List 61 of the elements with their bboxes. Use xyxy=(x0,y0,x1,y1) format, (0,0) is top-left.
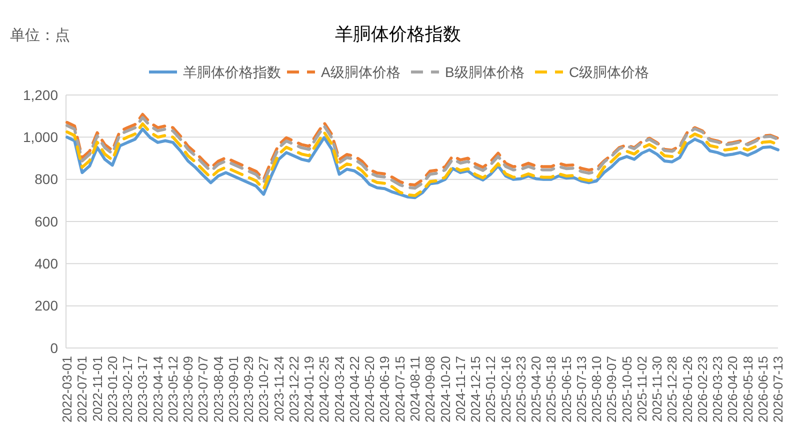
x-tick-label: 2023-01-20 xyxy=(104,356,120,422)
y-tick-label: 800 xyxy=(34,171,58,188)
x-tick-label: 2022-07-01 xyxy=(74,356,90,422)
x-tick-label: 2025-07-13 xyxy=(574,356,589,422)
x-tick-label: 2023-02-17 xyxy=(120,356,136,422)
x-tick-label: 2024-09-08 xyxy=(422,356,438,422)
x-tick-label: 2023-10-27 xyxy=(256,356,272,422)
x-tick-label: 2024-06-19 xyxy=(377,356,392,422)
y-tick-label: 1,000 xyxy=(22,129,58,146)
x-tick-label: 2023-09-29 xyxy=(241,356,256,422)
x-tick-label: 2025-09-07 xyxy=(604,356,620,422)
x-tick-label: 2026-05-18 xyxy=(740,356,756,422)
x-tick-label: 2025-12-28 xyxy=(664,356,680,422)
x-tick-label: 2024-12-15 xyxy=(468,356,483,422)
x-tick-label: 2022-11-01 xyxy=(90,356,105,422)
x-tick-label: 2023-12-22 xyxy=(286,356,302,422)
legend-label: A级胴体价格 xyxy=(321,64,400,80)
x-tick-label: 2024-10-20 xyxy=(438,356,453,422)
x-tick-label: 2023-08-04 xyxy=(210,356,226,422)
x-tick-label: 2025-03-23 xyxy=(513,356,528,422)
x-tick-label: 2026-06-15 xyxy=(755,356,770,422)
x-tick-label: 2024-01-19 xyxy=(302,356,317,422)
x-tick-label: 2023-09-01 xyxy=(226,356,241,422)
x-tick-label: 2025-05-18 xyxy=(544,356,559,422)
x-tick-label: 2024-08-11 xyxy=(407,356,422,422)
x-tick-label: 2024-05-20 xyxy=(362,356,378,422)
x-tick-label: 2025-06-15 xyxy=(558,356,574,422)
x-tick-label: 2026-07-13 xyxy=(770,356,786,422)
x-tick-label: 2026-03-23 xyxy=(710,356,726,422)
x-tick-label: 2025-01-12 xyxy=(483,356,498,422)
x-tick-label: 2023-07-07 xyxy=(196,356,211,422)
x-tick-label: 2025-04-20 xyxy=(528,356,544,422)
x-tick-label: 2025-11-30 xyxy=(650,356,665,422)
y-tick-label: 400 xyxy=(34,256,58,272)
x-tick-label: 2026-04-20 xyxy=(725,356,740,422)
x-tick-label: 2024-11-17 xyxy=(452,356,468,422)
x-tick-label: 2025-08-10 xyxy=(589,356,604,422)
y-tick-label: 200 xyxy=(34,298,58,314)
x-tick-label: 2026-01-26 xyxy=(680,356,695,422)
x-tick-label: 2024-07-15 xyxy=(392,356,408,422)
y-tick-label: 0 xyxy=(50,340,58,356)
x-tick-label: 2023-03-17 xyxy=(135,356,150,422)
chart-title: 羊胴体价格指数 xyxy=(335,24,461,44)
text: 单位：点 xyxy=(10,27,70,44)
x-tick-label: 2024-02-25 xyxy=(316,356,332,422)
y-tick-label: 1,200 xyxy=(22,86,58,103)
x-tick-label: 2023-11-24 xyxy=(271,356,286,422)
x-tick-label: 2022-03-01 xyxy=(60,356,75,422)
legend-label: C级胴体价格 xyxy=(569,64,650,80)
x-tick-label: 2024-03-24 xyxy=(332,356,347,422)
x-tick-label: 2023-04-14 xyxy=(150,356,166,422)
x-tick-label: 2026-02-23 xyxy=(694,356,710,422)
x-tick-label: 2023-06-09 xyxy=(180,356,196,422)
y-tick-label: 600 xyxy=(34,213,58,230)
legend-label: 羊胴体价格指数 xyxy=(183,64,281,80)
x-tick-label: 2025-02-16 xyxy=(498,356,514,422)
x-tick-label: 2024-04-22 xyxy=(346,356,362,422)
legend-label: B级胴体价格 xyxy=(445,64,524,80)
x-tick-label: 2025-11-02 xyxy=(634,356,650,422)
x-tick-label: 2023-05-12 xyxy=(165,356,180,422)
x-tick-label: 2025-10-05 xyxy=(619,356,634,422)
